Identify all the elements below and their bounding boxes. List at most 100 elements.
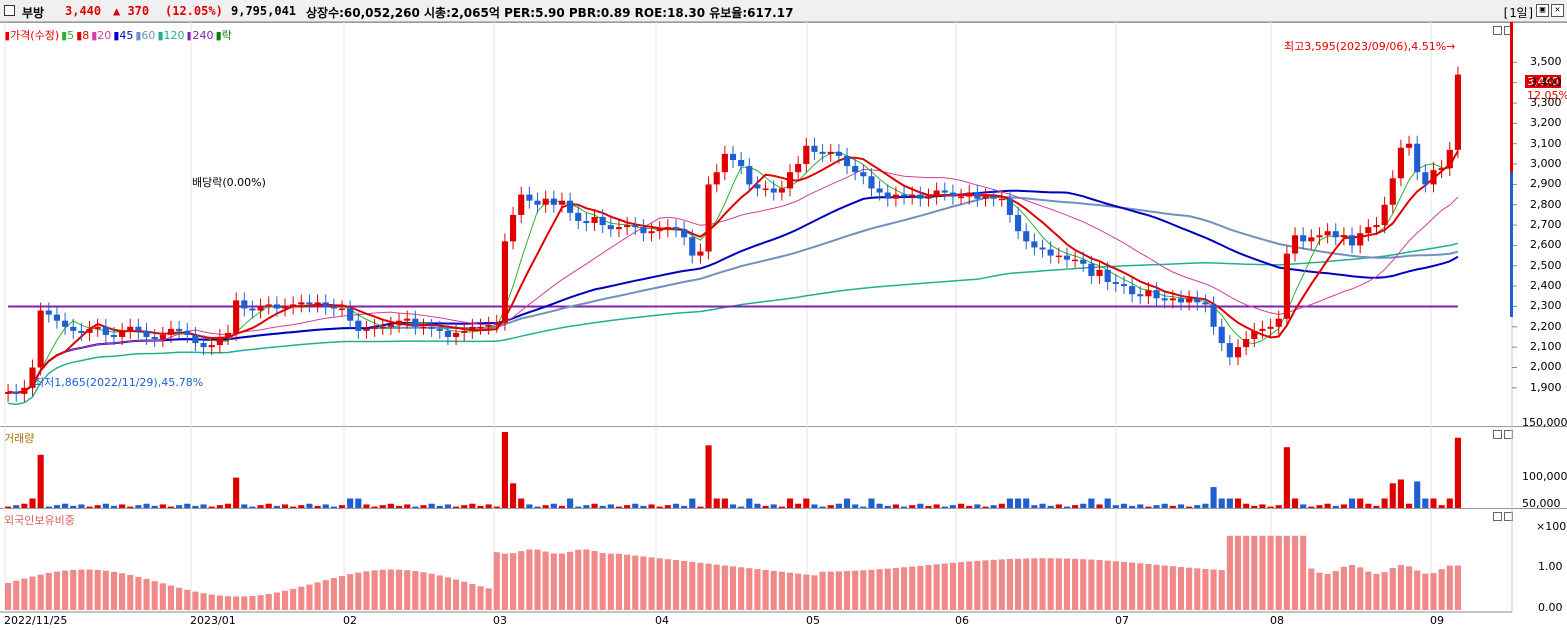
x-tick-label: 08 <box>1270 614 1284 627</box>
period-selector[interactable]: [1일] <box>1502 6 1535 20</box>
foreign-bar <box>322 580 329 610</box>
volume-bar <box>330 506 337 508</box>
foreign-bar <box>167 585 175 610</box>
candle-body <box>770 188 777 193</box>
volume-bar <box>534 506 541 508</box>
volume-bar <box>1177 504 1185 508</box>
select-checkbox[interactable] <box>4 5 15 16</box>
candle-body <box>216 336 223 346</box>
foreign-bar <box>1177 566 1185 610</box>
volume-bar <box>1381 498 1388 508</box>
volume-bar <box>1348 498 1356 508</box>
candle-body <box>1177 298 1185 303</box>
foreign-bar <box>1096 560 1103 610</box>
legend-item-5: ▮60 <box>135 29 156 42</box>
volume-bar <box>1072 505 1079 508</box>
x-tick-label: 06 <box>955 614 969 627</box>
x-tick-label: 09 <box>1430 614 1444 627</box>
volume-bar <box>1405 503 1413 508</box>
volume-bar <box>53 505 61 508</box>
price-panel[interactable]: ▮가격(수정) ▮5 ▮8 ▮20 ▮45 ▮60 ▮120 ▮240 ▮락 <box>0 22 1567 426</box>
foreign-bar <box>265 593 272 610</box>
candle-body <box>192 334 199 344</box>
candle-body <box>1112 282 1119 285</box>
volume-bar <box>1202 503 1209 508</box>
foreign-bar <box>1234 535 1242 610</box>
foreign-bar <box>778 571 785 610</box>
candle-body <box>648 231 655 234</box>
candle-body <box>1348 235 1356 246</box>
panel-maximize-icon[interactable] <box>1493 430 1502 439</box>
legend-item-2: ▮8 <box>76 29 90 42</box>
volume-bar <box>681 505 688 508</box>
foreign-bar <box>127 574 134 610</box>
restore-icon[interactable]: ▣ <box>1536 4 1549 17</box>
volume-bar <box>452 506 460 508</box>
candle-body <box>795 164 802 173</box>
foreign-y-tick-label: 1.00 <box>1538 560 1563 573</box>
x-tick-label: 02 <box>343 614 357 627</box>
candle-body <box>1088 263 1095 276</box>
foreign-bar <box>1348 565 1356 610</box>
volume-bar <box>1096 504 1103 508</box>
candle-body <box>778 188 785 193</box>
foreign-bar <box>664 559 671 610</box>
volume-bar <box>224 503 232 508</box>
volume-bar <box>395 505 403 508</box>
foreign-bar <box>1397 565 1404 610</box>
foreign-bar <box>550 553 557 610</box>
foreign-bar <box>1129 562 1136 610</box>
foreign-bar <box>404 570 411 610</box>
candle-body <box>1381 204 1388 226</box>
candle-body <box>1023 231 1030 242</box>
volume-bar <box>811 504 818 508</box>
volume-bar <box>1324 503 1331 508</box>
panel-maximize-icon[interactable] <box>1493 512 1502 521</box>
volume-bar <box>1438 505 1445 508</box>
candle-body <box>428 326 435 329</box>
volume-bar <box>876 503 883 508</box>
legend-item-6: ▮120 <box>157 29 185 42</box>
candle-body <box>404 318 411 321</box>
panel-maximize-icon[interactable] <box>1493 26 1502 35</box>
foreign-bar <box>648 557 655 610</box>
candle-body <box>664 227 671 230</box>
ma60-line <box>7 195 1459 394</box>
candle-body <box>1405 143 1413 148</box>
price-y-tick-label: 2,100 <box>1530 340 1562 354</box>
candle-body <box>159 334 166 340</box>
volume-bar <box>119 504 126 508</box>
volume-bar <box>1186 506 1193 508</box>
volume-bar <box>1218 498 1225 508</box>
trade-volume: 9,795,041 <box>231 4 297 18</box>
foreign-bar <box>941 563 948 610</box>
foreign-bar <box>925 565 932 610</box>
candle-body <box>1226 343 1233 358</box>
foreign-bar <box>1422 573 1429 610</box>
volume-bar <box>461 505 468 508</box>
volume-bar <box>1259 504 1266 508</box>
candle-body <box>827 151 834 154</box>
candle-body <box>355 320 362 331</box>
candle-body <box>94 326 101 329</box>
foreign-bar <box>13 580 20 610</box>
candle-body <box>62 320 69 327</box>
candle-body <box>420 326 427 329</box>
foreign-legend: 외국인보유비중 <box>4 514 75 527</box>
candle-body <box>1015 214 1022 232</box>
stock-name[interactable]: 부방 <box>22 6 45 20</box>
candle-body <box>900 194 908 197</box>
volume-bar <box>485 504 492 508</box>
volume-bar <box>1161 503 1168 508</box>
foreign-bar <box>762 569 769 610</box>
foreign-bar <box>835 571 842 610</box>
high-annotation: 최고3,595(2023/09/06),4.51%→ <box>1284 40 1456 53</box>
candle-body <box>738 159 745 167</box>
candle-body <box>1324 231 1331 236</box>
close-icon[interactable]: ✕ <box>1551 4 1564 17</box>
foreign-bar <box>1055 558 1062 610</box>
price-range-bar-down <box>1510 172 1513 317</box>
volume-bar <box>501 432 509 508</box>
foreign-bar <box>5 583 12 610</box>
